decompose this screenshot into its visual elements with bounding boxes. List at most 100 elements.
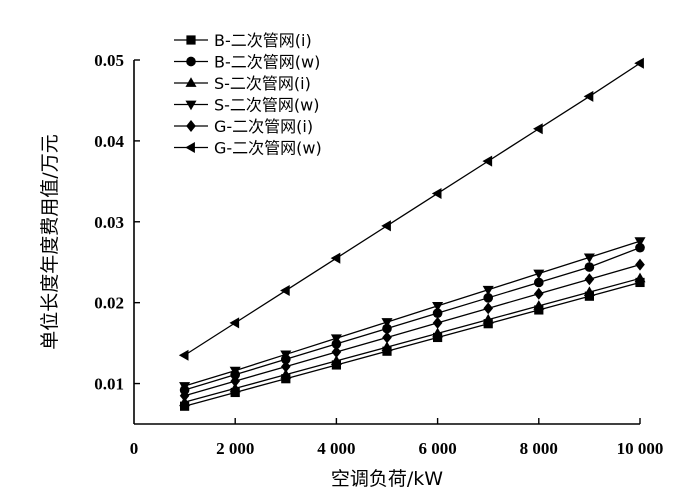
y-tick-label: 0.05 (94, 51, 124, 70)
series-3 (179, 272, 646, 407)
data-point (382, 346, 392, 356)
data-point (635, 258, 645, 271)
data-point (533, 277, 544, 288)
data-point (381, 341, 393, 352)
data-point (583, 286, 595, 297)
data-point (229, 317, 240, 329)
data-point (280, 350, 292, 361)
data-point (382, 323, 392, 334)
data-point (533, 269, 545, 280)
y-tick-label: 0.02 (94, 294, 124, 313)
y-tick-label: 0.04 (94, 132, 124, 151)
legend-marker (186, 120, 196, 132)
series-layer (178, 57, 646, 411)
series-line (184, 62, 641, 356)
x-tick-label: 0 (130, 439, 139, 458)
data-point (280, 368, 292, 379)
data-point (382, 331, 392, 344)
legend-marker (185, 141, 195, 154)
x-tick-label: 8 000 (520, 439, 558, 458)
y-axis-label: 单位长度年度费用值/万元 (39, 134, 61, 349)
x-tick-label: 6 000 (418, 439, 456, 458)
legend: B-二次管网(i) B-二次管网(w) S-二次管网(i) S-二次管网(w) G-二次… (174, 31, 322, 158)
data-point (483, 292, 494, 303)
series-4 (179, 237, 646, 392)
data-point (230, 387, 240, 398)
legend-entry: S-二次管网(w) (174, 96, 320, 115)
legend-entry: B-二次管网(i) (174, 31, 312, 50)
data-point (634, 272, 646, 283)
x-tick-label: 4 000 (317, 439, 355, 458)
data-point (330, 334, 342, 345)
data-point (178, 349, 189, 361)
data-point (533, 300, 545, 310)
data-point (483, 302, 494, 315)
y-tick-label: 0.03 (94, 213, 124, 232)
data-point (330, 355, 342, 365)
data-point (583, 253, 595, 264)
ticks: 0 2 000 4 000 6 000 8 000 10 000 0.01 0.02 0.03 0… (94, 51, 663, 458)
series-6 (178, 57, 644, 361)
data-point (635, 242, 645, 253)
data-point (331, 360, 341, 370)
data-point (533, 287, 544, 300)
data-point (432, 301, 444, 312)
data-point (432, 308, 443, 319)
series-line (184, 264, 641, 397)
data-point (482, 313, 494, 324)
data-point (431, 187, 442, 199)
data-point (280, 285, 290, 297)
data-point (433, 332, 443, 343)
legend-entry: S-二次管网(i) (174, 74, 311, 93)
data-point (229, 366, 241, 377)
data-point (281, 374, 291, 384)
series-line (184, 247, 641, 391)
data-point (483, 319, 493, 329)
series-line (184, 281, 641, 407)
series-line (184, 277, 641, 403)
legend-marker (186, 35, 196, 45)
x-axis-label: 空调负荷/kW (331, 468, 443, 490)
legend-marker (186, 56, 196, 67)
x-tick-label: 10 000 (617, 439, 664, 458)
data-point (534, 305, 544, 315)
data-point (330, 252, 341, 264)
legend-label: G-二次管网(w) (214, 139, 322, 158)
data-point (584, 273, 595, 286)
data-point (584, 262, 595, 272)
data-point (229, 382, 241, 393)
legend-label: S-二次管网(w) (214, 96, 320, 115)
series-5 (179, 258, 645, 402)
data-point (230, 375, 241, 388)
legend-entry: G-二次管网(w) (174, 139, 322, 158)
series-line (184, 240, 641, 387)
x-tick-label: 2 000 (216, 439, 254, 458)
legend-marker (185, 100, 197, 111)
data-point (634, 57, 644, 69)
data-point (180, 401, 190, 411)
legend-marker (185, 77, 197, 87)
data-point (331, 346, 342, 358)
data-point (432, 327, 444, 338)
data-point (533, 123, 543, 135)
data-point (583, 90, 594, 102)
data-point (584, 291, 594, 301)
data-point (432, 316, 443, 329)
legend-entry: G-二次管网(i) (174, 117, 313, 136)
legend-label: S-二次管网(i) (214, 74, 311, 93)
data-point (179, 389, 190, 402)
legend-label: B-二次管网(i) (214, 31, 312, 50)
data-point (280, 360, 291, 373)
data-point (634, 237, 646, 247)
data-point (179, 382, 191, 392)
legend-entry: B-二次管网(w) (174, 53, 320, 72)
data-point (635, 277, 645, 288)
series-2 (179, 242, 645, 395)
legend-label: B-二次管网(w) (214, 53, 320, 72)
data-point (381, 220, 391, 232)
y-tick-label: 0.01 (94, 375, 124, 394)
series-1 (180, 277, 645, 411)
data-point (482, 285, 494, 296)
data-point (381, 318, 393, 328)
